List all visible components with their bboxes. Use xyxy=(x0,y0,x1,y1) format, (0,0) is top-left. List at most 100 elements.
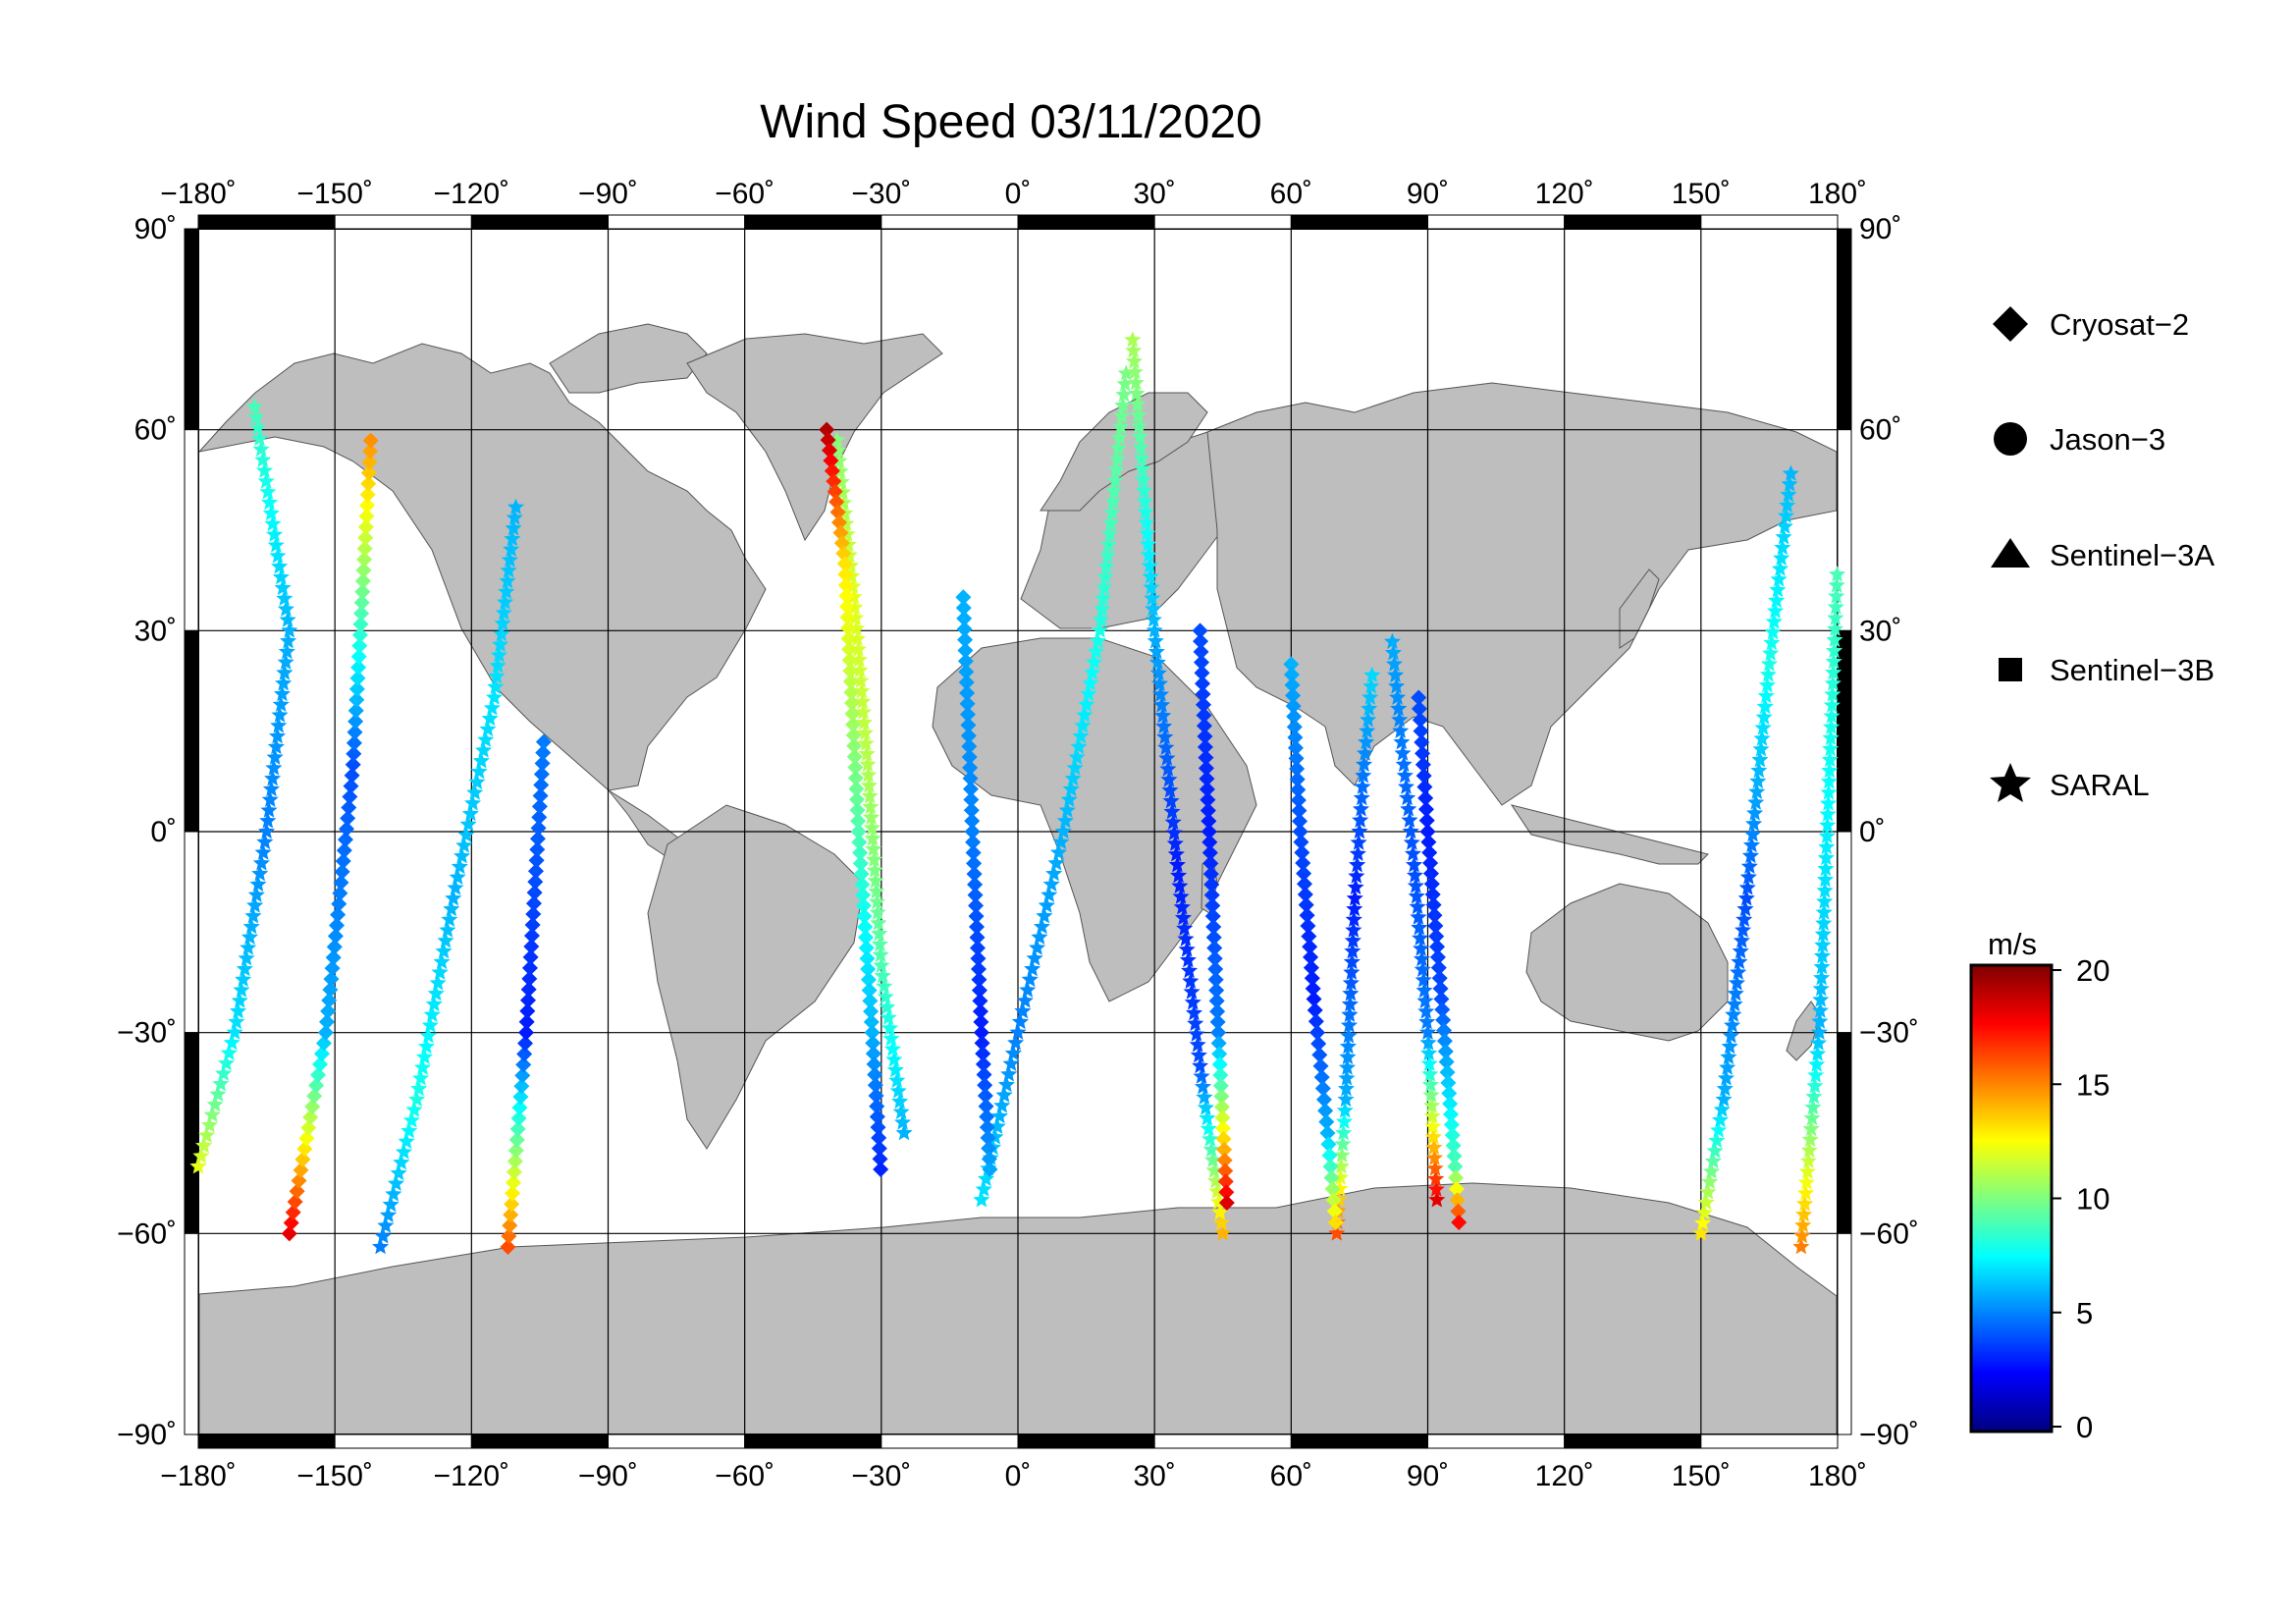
cryosat-2-point xyxy=(1283,656,1300,673)
saral-point xyxy=(1130,406,1148,423)
saral-point xyxy=(265,759,283,776)
saral-point xyxy=(1816,882,1834,898)
saral-point xyxy=(1361,699,1378,717)
saral-point xyxy=(247,886,265,902)
saral-point xyxy=(501,551,518,568)
cryosat-2-point xyxy=(362,443,379,460)
cryosat-2-point xyxy=(332,885,348,901)
saral-point xyxy=(1031,928,1048,945)
saral-point xyxy=(1815,914,1833,931)
cryosat-2-point xyxy=(837,567,854,583)
lat-tick-label-left: −30˚ xyxy=(117,1017,177,1050)
saral-point xyxy=(1343,952,1361,970)
cryosat-2-point xyxy=(1438,1054,1455,1070)
saral-point xyxy=(266,748,284,765)
saral-point xyxy=(1148,643,1165,660)
lon-tick-label-top: −180˚ xyxy=(160,178,237,210)
cryosat-2-point xyxy=(869,1109,885,1125)
star-icon xyxy=(1990,763,2031,802)
colorbar: m/s 20 15 10 5 0 xyxy=(1969,927,2109,1444)
cryosat-2-point xyxy=(845,716,862,732)
cryosat-2-point xyxy=(956,610,973,626)
saral-point xyxy=(215,1064,233,1081)
cryosat-2-point xyxy=(1303,959,1319,976)
cryosat-2-point xyxy=(357,518,374,535)
circle-icon xyxy=(1994,422,2027,456)
saral-point xyxy=(1704,1152,1722,1169)
saral-point xyxy=(280,632,297,649)
saral-point xyxy=(1212,1214,1230,1230)
cryosat-2-point xyxy=(836,556,853,572)
saral-point xyxy=(195,1137,213,1154)
cryosat-2-point xyxy=(357,529,374,546)
saral-point xyxy=(1002,1055,1020,1071)
frame-bar-bottom xyxy=(1017,1434,1155,1449)
land-greenland xyxy=(686,333,943,542)
cryosat-2-point xyxy=(831,514,848,531)
cryosat-2-point xyxy=(1199,771,1215,787)
frame-bar-right xyxy=(1837,1032,1852,1234)
saral-point xyxy=(1719,1058,1736,1075)
lat-tick-label-right: −60˚ xyxy=(1859,1217,1919,1250)
saral-point xyxy=(988,1117,1006,1134)
cryosat-2-point xyxy=(1218,1195,1235,1212)
saral-point xyxy=(1115,386,1133,403)
cryosat-2-point xyxy=(832,524,849,541)
cryosat-2-point xyxy=(1445,1137,1462,1154)
cryosat-2-point xyxy=(979,1109,995,1125)
cryosat-2-point xyxy=(526,885,543,901)
cryosat-2-point xyxy=(1318,1113,1335,1130)
saral-point xyxy=(1114,397,1132,413)
saral-point xyxy=(466,784,484,800)
saral-point xyxy=(1125,352,1143,369)
lat-tick-label-right: 0˚ xyxy=(1859,816,1886,848)
saral-point xyxy=(1141,557,1158,573)
saral-point xyxy=(198,1126,216,1143)
cryosat-2-point xyxy=(970,950,987,967)
cryosat-2-point xyxy=(341,799,357,816)
frame-bar-bottom xyxy=(1290,1434,1429,1449)
saral-point xyxy=(1125,342,1143,358)
saral-point xyxy=(1335,1112,1353,1129)
legend-label: Sentinel−3A xyxy=(2050,538,2215,572)
saral-point xyxy=(1817,849,1835,866)
saral-point xyxy=(1820,784,1838,800)
cryosat-2-point xyxy=(346,734,362,751)
saral-point xyxy=(1106,471,1124,488)
saral-point xyxy=(443,900,460,917)
cryosat-2-point xyxy=(842,674,859,690)
saral-point xyxy=(1811,1001,1829,1018)
saral-point xyxy=(828,431,846,448)
saral-point xyxy=(1828,576,1845,593)
legend-label: SARAL xyxy=(2050,768,2150,802)
saral-point xyxy=(1357,744,1374,761)
saral-point xyxy=(879,999,896,1015)
saral-point xyxy=(1811,1012,1829,1029)
saral-point xyxy=(1145,611,1162,627)
cryosat-2-point xyxy=(1417,801,1434,818)
saral-point xyxy=(1162,792,1180,809)
frame-bar-left xyxy=(184,1232,199,1435)
saral-point xyxy=(1116,375,1134,392)
saral-point xyxy=(379,1206,398,1223)
saral-point xyxy=(1825,653,1842,670)
cryosat-2-point xyxy=(1285,687,1302,704)
cryosat-2-point xyxy=(1193,633,1209,650)
cryosat-2-point xyxy=(863,1013,880,1030)
cryosat-2-point xyxy=(1415,756,1431,773)
saral-point xyxy=(1165,824,1183,840)
saral-point xyxy=(1082,675,1099,691)
saral-point xyxy=(1825,664,1842,680)
lat-tick-label-right: 90˚ xyxy=(1859,213,1901,245)
saral-point xyxy=(1104,493,1122,510)
saral-point xyxy=(439,921,456,938)
saral-point xyxy=(1737,890,1755,906)
cryosat-2-point xyxy=(862,993,879,1009)
saral-point xyxy=(1797,1173,1815,1190)
cryosat-2-point xyxy=(502,1217,518,1234)
cryosat-2-point xyxy=(1215,1120,1232,1137)
cryosat-2-point xyxy=(1304,970,1320,987)
land-australia xyxy=(1525,883,1729,1042)
cryosat-2-point xyxy=(979,1119,995,1136)
cryosat-2-point xyxy=(971,982,988,999)
